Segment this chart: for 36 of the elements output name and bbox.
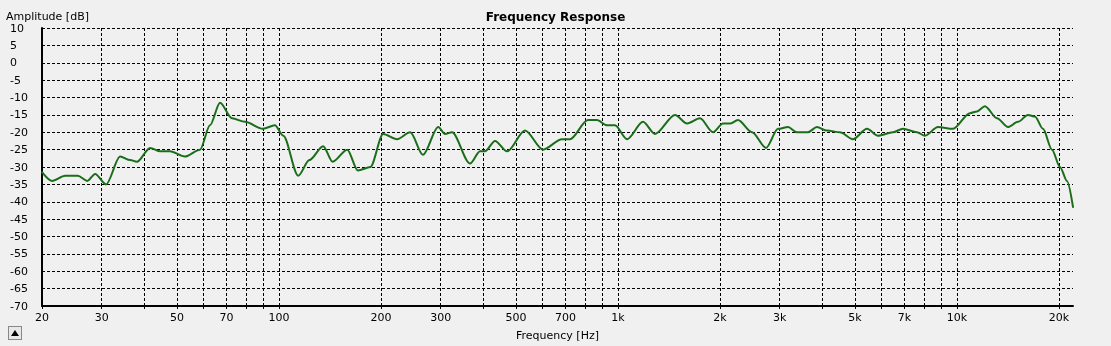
y-tick-label: -70: [10, 299, 28, 313]
x-tick-label: 200: [370, 311, 392, 324]
y-tick-label: -25: [10, 143, 28, 157]
y-tick-label: 0: [10, 56, 17, 70]
y-tick-label: -15: [10, 108, 28, 122]
y-tick-label: -40: [10, 195, 28, 209]
chart-title: Frequency Response: [485, 10, 626, 24]
y-tick-label: -45: [10, 212, 28, 226]
x-tick-label: 300: [430, 311, 452, 324]
y-tick-label: -60: [10, 264, 28, 278]
x-tick-label: 70: [219, 311, 234, 324]
x-tick-label: 1k: [611, 311, 626, 324]
y-tick-label: -20: [10, 125, 28, 139]
y-tick-label: -30: [10, 160, 28, 174]
x-tick-label: 10k: [946, 311, 968, 324]
y-tick-label: 10: [10, 21, 24, 35]
y-tick-label: -10: [10, 91, 28, 104]
x-tick-label: 30: [94, 311, 109, 324]
y-tick-label: -65: [10, 282, 28, 296]
x-tick-label: 20k: [1048, 311, 1070, 324]
y-axis-title: Amplitude [dB]: [6, 10, 89, 23]
x-tick-label: 5k: [848, 311, 863, 324]
y-tick-label: -35: [10, 177, 28, 191]
x-tick-label: 500: [505, 311, 527, 324]
x-tick-label: 50: [169, 311, 184, 324]
x-tick-label: 2k: [713, 311, 728, 324]
x-tick-label: 20: [35, 311, 49, 324]
y-tick-label: -55: [10, 247, 28, 261]
x-tick-label: 700: [554, 311, 576, 324]
x-tick-label: 100: [268, 311, 290, 324]
x-tick-label: 7k: [897, 311, 912, 324]
y-tick-label: -50: [10, 230, 28, 243]
x-axis-title: Frequency [Hz]: [516, 329, 599, 342]
y-tick-label: -5: [10, 73, 21, 87]
x-tick-label: 3k: [772, 311, 787, 324]
y-tick-label: 5: [10, 38, 17, 52]
